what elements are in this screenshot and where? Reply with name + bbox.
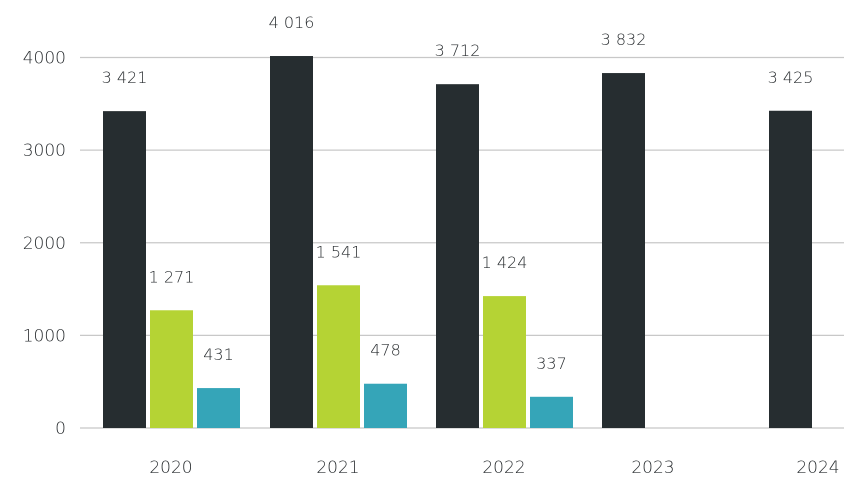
data-labels: 3 421 1 271 431 4 016 1 541 478 3 712 1 424 337 3… bbox=[102, 13, 814, 373]
bar-2022-series-1 bbox=[436, 84, 479, 429]
bars bbox=[103, 56, 812, 429]
y-axis-ticks: 0 1000 2000 3000 4000 bbox=[23, 49, 66, 440]
data-label: 3 832 bbox=[601, 30, 647, 49]
y-tick-label: 1000 bbox=[23, 326, 66, 346]
data-label: 1 271 bbox=[149, 267, 195, 286]
bar-2024-series-1 bbox=[769, 110, 812, 429]
data-label: 1 424 bbox=[482, 253, 528, 272]
data-label: 3 421 bbox=[102, 68, 148, 87]
data-label: 1 541 bbox=[316, 242, 362, 261]
data-label: 3 712 bbox=[435, 41, 481, 60]
bar-2022-series-3 bbox=[530, 396, 573, 428]
y-tick-label: 2000 bbox=[23, 234, 66, 254]
data-label: 337 bbox=[536, 354, 567, 373]
bar-2021-series-2 bbox=[317, 285, 360, 428]
data-label: 431 bbox=[203, 345, 234, 364]
data-label: 478 bbox=[370, 341, 401, 360]
data-label: 4 016 bbox=[269, 13, 315, 32]
x-tick-label: 2021 bbox=[316, 458, 359, 478]
x-tick-label: 2022 bbox=[482, 458, 525, 478]
bar-2021-series-1 bbox=[270, 56, 313, 428]
x-tick-label: 2020 bbox=[149, 458, 192, 478]
bar-2022-series-2 bbox=[483, 296, 526, 428]
x-axis-labels: 2020 2021 2022 2023 2024 bbox=[149, 458, 839, 478]
y-tick-label: 4000 bbox=[23, 49, 66, 69]
y-tick-label: 3000 bbox=[23, 141, 66, 161]
bar-2021-series-3 bbox=[364, 383, 407, 428]
data-label: 3 425 bbox=[768, 68, 814, 87]
x-tick-label: 2023 bbox=[631, 458, 674, 478]
bar-2020-series-3 bbox=[197, 388, 240, 428]
x-tick-label: 2024 bbox=[796, 458, 839, 478]
bar-2020-series-1 bbox=[103, 111, 146, 428]
y-tick-label: 0 bbox=[55, 419, 66, 439]
bar-2023-series-1 bbox=[602, 73, 645, 428]
bar-2020-series-2 bbox=[150, 310, 193, 428]
